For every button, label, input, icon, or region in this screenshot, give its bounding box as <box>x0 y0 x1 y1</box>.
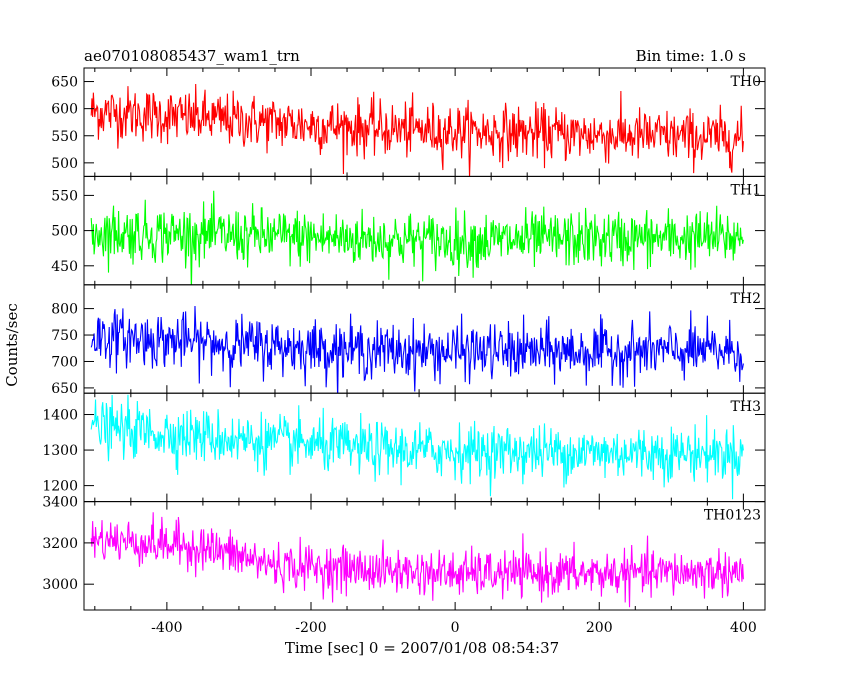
panel-label-th3: TH3 <box>731 399 761 415</box>
chart-title-right: Bin time: 1.0 s <box>636 47 746 65</box>
panel-label-th2: TH2 <box>731 291 761 307</box>
x-tick-label: 0 <box>451 620 460 636</box>
series-line-th2 <box>90 305 744 394</box>
y-tick-label: 650 <box>51 75 78 91</box>
y-tick-label: 3400 <box>42 495 78 511</box>
y-tick-label: 800 <box>51 302 78 318</box>
y-tick-label: 550 <box>51 129 78 145</box>
panel-label-th0: TH0 <box>731 74 761 90</box>
y-tick-label: 550 <box>51 188 78 204</box>
y-axis-label: Counts/sec <box>3 303 21 387</box>
panel-frame <box>83 501 766 611</box>
y-tick-label: 1300 <box>42 443 78 459</box>
x-tick-label: -200 <box>295 620 326 636</box>
x-tick-label: 400 <box>730 620 757 636</box>
y-tick-label: 450 <box>51 259 78 275</box>
series-line-th3 <box>90 394 744 500</box>
y-tick-label: 700 <box>51 354 78 370</box>
y-tick-label: 600 <box>51 102 78 118</box>
y-tick-label: 500 <box>51 156 78 172</box>
y-tick-label: 1400 <box>42 408 78 424</box>
y-tick-label: 3200 <box>42 536 78 552</box>
x-axis-label: Time [sec] 0 = 2007/01/08 08:54:37 <box>285 639 559 657</box>
y-tick-label: 650 <box>51 381 78 397</box>
y-tick-label: 750 <box>51 328 78 344</box>
chart-title-left: ae070108085437_wam1_trn <box>84 47 300 65</box>
panels-group: 500 550 600 650 TH0 450 500 550 TH1 650 700 750 800 T… <box>42 67 766 636</box>
y-tick-label: 1200 <box>42 479 78 495</box>
series-line-th1 <box>90 190 744 285</box>
x-tick-label: 200 <box>586 620 613 636</box>
y-tick-label: 3000 <box>42 577 78 593</box>
series-line-th0 <box>90 84 744 177</box>
panel-label-th0123: TH0123 <box>704 508 761 524</box>
y-tick-label: 500 <box>51 224 78 240</box>
panel-label-th1: TH1 <box>731 182 761 198</box>
series-line-th0123 <box>90 512 744 608</box>
x-tick-label: -400 <box>151 620 182 636</box>
